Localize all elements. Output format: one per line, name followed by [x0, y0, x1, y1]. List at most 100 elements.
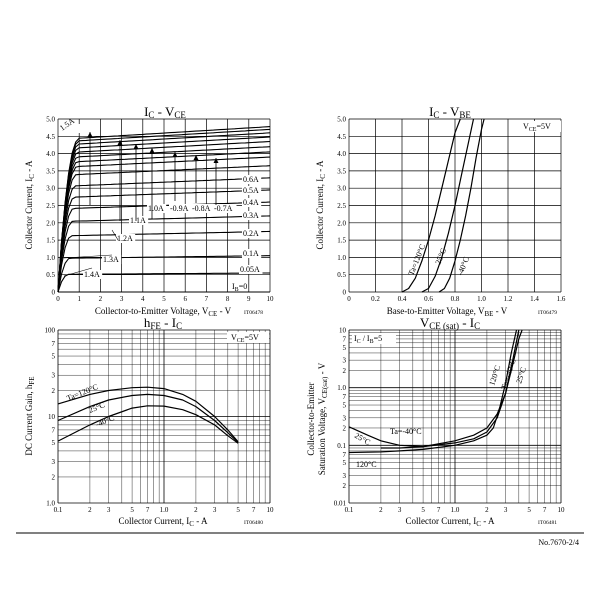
curve-label-bg: [242, 175, 262, 184]
y-tick-label: 3.5: [337, 167, 346, 175]
y-tick-label: 3: [343, 414, 347, 422]
x-tick-label: 0.6: [424, 295, 433, 303]
figure-code: IT06480: [244, 520, 263, 526]
series-line-ib-0-2a: [57, 230, 271, 293]
series-line-40-c: [438, 118, 485, 293]
x-axis-label: Base-to-Emitter Voltage, VBE - V: [387, 306, 508, 318]
series-line-ib-0-1a: [57, 255, 270, 293]
y-tick-label: 7: [52, 426, 56, 434]
arrow-head: [133, 144, 139, 149]
curve-label-bg: [147, 204, 167, 213]
x-tick-label: 1.0: [160, 506, 169, 514]
series-label-minus40c: -40°C: [94, 413, 115, 429]
y-tick-label: 4.5: [337, 133, 346, 141]
y-tick-label: 100: [45, 327, 56, 335]
curve-label-0-6a: 0.6A: [243, 175, 259, 184]
series-line-ib-0-8a: [57, 156, 271, 293]
y-tick-label: 5.0: [337, 116, 346, 124]
x-axis-label: Collector Current, IC - A: [119, 516, 208, 528]
y-tick-label: 7: [343, 451, 347, 459]
curve-label-1-2a: 1.2A: [117, 234, 133, 243]
curve-label-bg: [169, 204, 193, 213]
y-tick-label: 2.0: [46, 219, 55, 227]
title-ic-vbe: IC - VBE: [429, 104, 471, 120]
y-tick-label: 4.0: [46, 150, 55, 158]
title-hfe-ic: hFE - IC: [144, 315, 182, 331]
condition-bg: [519, 121, 561, 132]
x-tick-label: 4: [141, 295, 145, 303]
arrow-head: [149, 148, 155, 153]
arrow-head: [213, 158, 219, 163]
y-tick-label: 2.5: [337, 202, 346, 210]
y-tick-label: 1.5: [337, 237, 346, 245]
series-line-ib-1-5a: [57, 126, 271, 293]
y-tick-label: 1.0: [337, 254, 346, 262]
series-line-ib-0-7a: [57, 165, 271, 293]
series-label-25c: 25°C: [87, 400, 106, 415]
x-tick-label: 0: [347, 295, 351, 303]
y-tick-label: 2.0: [337, 219, 346, 227]
y-tick-label: 4.0: [337, 150, 346, 158]
x-axis-label: Collector Current, IC - A: [406, 516, 495, 528]
figure-code: IT06478: [244, 310, 263, 316]
x-tick-label: 9: [247, 295, 251, 303]
curve-label-0-7a: -0.7A: [214, 204, 233, 213]
x-tick-label: 3: [120, 295, 124, 303]
series-line-ib-1-3a: [57, 132, 271, 293]
series-label-120c: Ta=120°C: [65, 382, 99, 403]
y-tick-label: 0.1: [337, 442, 346, 450]
series-line-ib-0-5a: [57, 189, 271, 293]
curve-label-bg: [242, 186, 262, 195]
leader-line: [63, 254, 113, 259]
series-label-ta-minus40c: Ta=-40°C: [499, 358, 517, 391]
y-tick-label: 1.5: [46, 237, 55, 245]
condition-label: IC / IB=5: [354, 334, 382, 345]
x-tick-label: 8: [226, 295, 230, 303]
series-label-25c: 25°C: [353, 431, 372, 447]
x-tick-label: 2: [88, 506, 92, 514]
y-tick-label: 1.0: [337, 384, 346, 392]
curve-label-0-3a: 0.3A: [243, 211, 259, 220]
figure-code: IT06479: [538, 310, 557, 316]
x-tick-label: 5: [130, 506, 134, 514]
y-tick-label: 3: [343, 357, 347, 365]
curve-label-1-4a: 1.4A: [84, 270, 100, 279]
tick-labels: 0.1 2 3 5 7 1.0 2 3 5 7 10 1.0 2 3 5 7 10 2 3 5 7 100: [45, 327, 275, 515]
y-tick-label: 1.0: [46, 254, 55, 262]
y-tick-label: 0.01: [334, 500, 347, 508]
curve-label-bg: [213, 204, 237, 213]
leader-line: [111, 229, 119, 241]
y-tick-label: 2: [52, 387, 56, 395]
x-tick-label: 2: [379, 506, 383, 514]
chart-ic-vce: IC - VCE 0 1 2 3 4 5 6 7 8 9 10 0 0.5 1.0 1.5 2.0 2.5 3.0…: [24, 104, 274, 318]
y-axis-label: DC Current Gain, hFE: [24, 376, 36, 455]
title-vcesat-ic: VCE (sat) - IC: [420, 315, 480, 331]
series-group: [348, 329, 523, 454]
y-tick-label: 0.5: [337, 271, 346, 279]
chart-vcesat-ic: VCE (sat) - IC 0.1 2 3 5 7 1.0 2 3 5 7 100.0123570…: [306, 315, 565, 528]
y-tick-label: 2: [343, 424, 347, 432]
leader-line: [63, 267, 93, 277]
series-line-ib-0-9a: [57, 151, 271, 293]
curve-label-0-2a: 0.2A: [243, 229, 259, 238]
series-label-minus40c: -40°C: [456, 256, 472, 277]
y-tick-label: 5: [52, 353, 56, 361]
x-tick-label: 5: [421, 506, 425, 514]
y-tick-label: 10: [339, 327, 347, 335]
grid: [348, 329, 562, 504]
ib0-label: IB=0: [232, 282, 247, 293]
y-tick-label: 5.0: [46, 116, 55, 124]
series-line-25-c: [57, 393, 239, 443]
y-axis-label-line2: Saturation Voltage, VCE(sat) - V: [317, 362, 329, 475]
x-tick-label: 7: [543, 506, 547, 514]
document-number: No.7670-2/4: [538, 538, 579, 547]
x-tick-label: 3: [504, 506, 508, 514]
y-tick-label: 7: [343, 335, 347, 343]
curve-label-bg: [129, 216, 149, 225]
series-line-25-c: [421, 118, 475, 293]
curve-label-bg: [102, 255, 122, 264]
series-line-ib-1-4a: [57, 128, 271, 293]
x-tick-label: 10: [558, 506, 566, 514]
curve-label-bg: [116, 234, 136, 243]
